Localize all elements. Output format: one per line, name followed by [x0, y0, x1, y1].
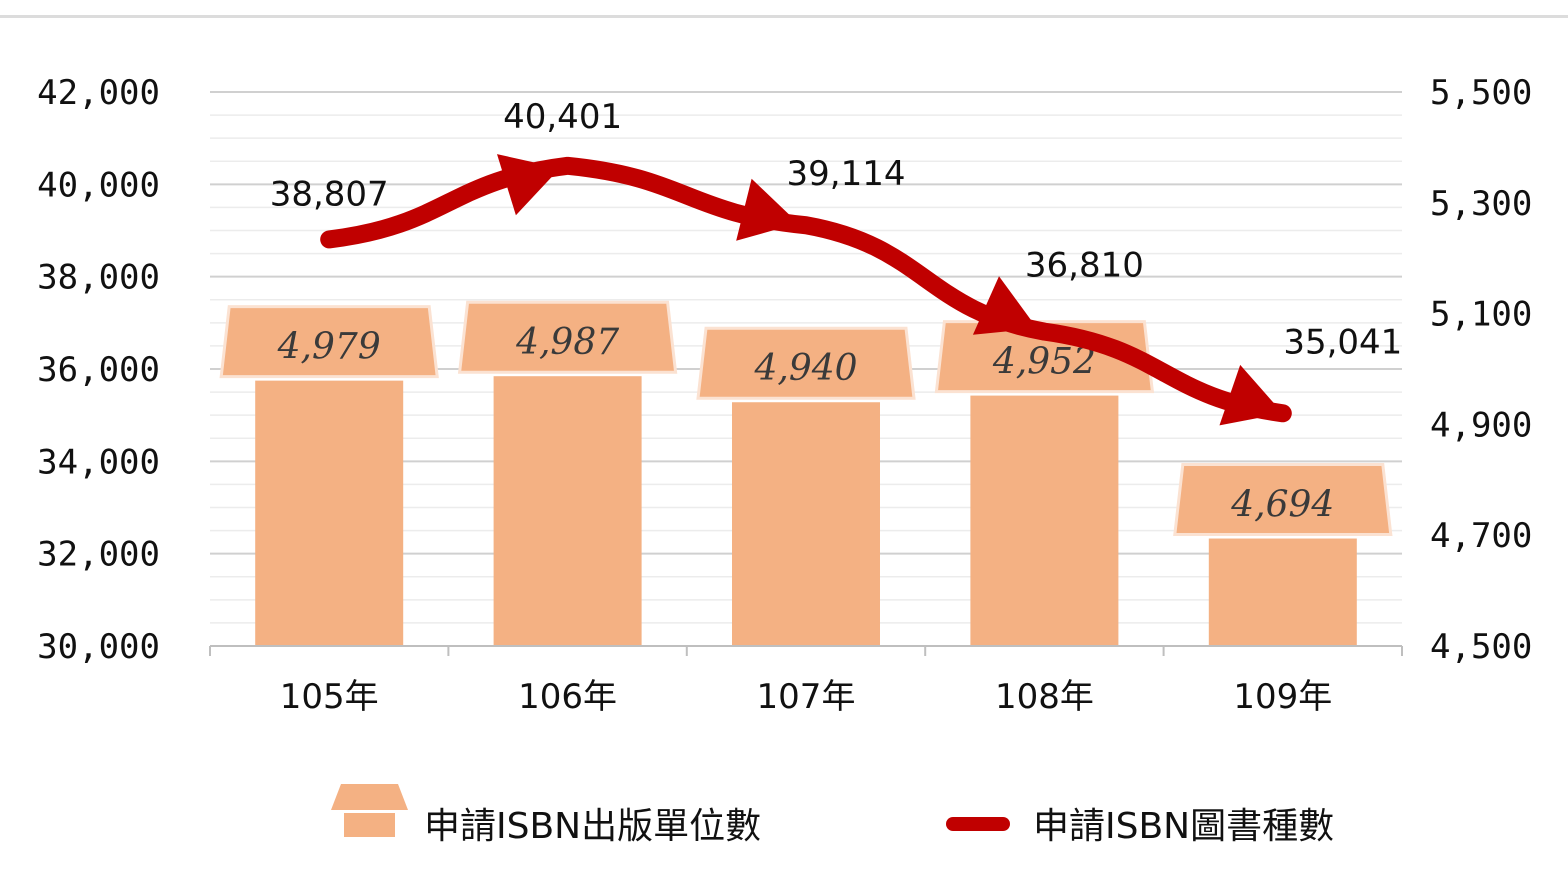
bar-group: 4,694: [1173, 463, 1393, 646]
line-value-label: 36,810: [1025, 246, 1144, 286]
bar-cap: [696, 326, 916, 400]
line-arrowhead: [497, 154, 560, 216]
bar-value-label: 4,987: [515, 322, 619, 363]
x-tick-label: 106年: [518, 677, 617, 717]
x-axis: 105年 106年 107年 108年 109年: [209, 645, 1403, 717]
bar: [1208, 538, 1357, 646]
x-tick-label: 108年: [995, 677, 1094, 717]
left-tick-label: 30,000: [37, 627, 160, 667]
bar-value-label: 4,694: [1230, 485, 1334, 526]
bar-value-label: 4,952: [992, 342, 1096, 383]
right-tick-label: 5,300: [1430, 184, 1532, 224]
legend-item-bar[interactable]: 申請ISBN出版單位數: [331, 784, 761, 847]
bar-series: 4,979 4,987 4,940 4,952 4,694: [219, 300, 1393, 646]
x-tick-label: 109年: [1233, 677, 1332, 717]
line-value-label: 38,807: [270, 174, 389, 214]
bar-cap: [219, 305, 439, 379]
bar-group: 4,940: [696, 326, 916, 646]
left-tick-label: 40,000: [37, 165, 160, 205]
right-tick-label: 5,100: [1430, 295, 1532, 335]
bar: [493, 376, 642, 646]
line-arrowhead: [736, 178, 799, 241]
line-value-label: 35,041: [1283, 322, 1402, 362]
bar-cap: [1173, 463, 1393, 537]
line-arrowhead: [1219, 364, 1283, 426]
bar-cap: [457, 300, 678, 374]
bar: [255, 380, 404, 646]
line-series: 38,807 40,401 39,114 36,810 35,041: [270, 97, 1402, 426]
x-tick-label: 107年: [757, 677, 856, 717]
right-tick-label: 5,500: [1430, 73, 1532, 113]
bar-group: 4,979: [219, 305, 439, 646]
legend-line-label: 申請ISBN圖書種數: [1033, 806, 1334, 847]
right-tick-label: 4,500: [1430, 627, 1532, 667]
line-value-label: 40,401: [503, 97, 622, 137]
line-arrowhead: [972, 276, 1038, 335]
top-rule: [0, 15, 1568, 18]
left-tick-label: 38,000: [37, 258, 160, 298]
right-tick-label: 4,700: [1430, 516, 1532, 556]
legend-bar-swatch-base: [344, 813, 395, 837]
left-tick-label: 42,000: [37, 73, 160, 113]
bar-group: 4,987: [457, 300, 678, 646]
bar-value-label: 4,940: [753, 348, 857, 389]
bar: [970, 395, 1119, 646]
left-axis: 30,000 32,000 34,000 36,000 38,000 40,000 42,0…: [37, 73, 160, 667]
left-tick-label: 36,000: [37, 350, 160, 390]
legend: 申請ISBN出版單位數 申請ISBN圖書種數: [331, 784, 1334, 847]
legend-item-line[interactable]: 申請ISBN圖書種數: [946, 806, 1334, 847]
right-tick-label: 4,900: [1430, 405, 1532, 445]
bar: [732, 402, 880, 646]
legend-bar-swatch-cap: [331, 784, 408, 810]
left-tick-label: 34,000: [37, 442, 160, 482]
bar-group: 4,952: [934, 320, 1155, 646]
left-tick-label: 32,000: [37, 535, 160, 575]
legend-bar-label: 申請ISBN出版單位數: [424, 806, 761, 847]
series-line: [320, 156, 1292, 423]
bar-value-label: 4,979: [277, 327, 381, 368]
line-value-label: 39,114: [787, 154, 906, 194]
x-tick-label: 105年: [280, 677, 379, 717]
right-axis: 4,500 4,700 4,900 5,100 5,300 5,500: [1430, 73, 1532, 667]
